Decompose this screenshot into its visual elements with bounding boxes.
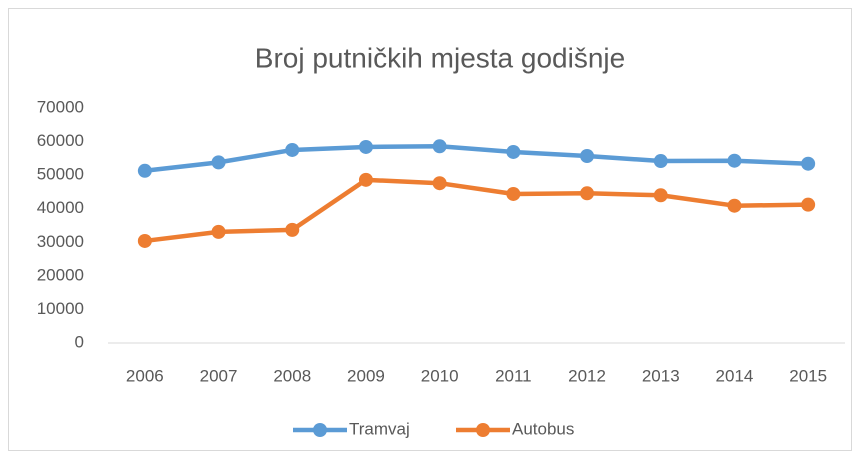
data-point bbox=[285, 222, 300, 237]
data-point bbox=[580, 149, 595, 164]
data-point bbox=[211, 155, 226, 170]
x-tick-label: 2015 bbox=[789, 366, 827, 385]
data-point bbox=[727, 198, 742, 213]
data-point bbox=[727, 153, 742, 168]
series-line bbox=[144, 177, 809, 244]
data-point bbox=[506, 186, 521, 201]
legend-marker bbox=[476, 423, 490, 437]
data-point bbox=[653, 188, 668, 203]
legend-label: Tramvaj bbox=[349, 419, 410, 438]
x-tick-label: 2011 bbox=[495, 366, 532, 385]
y-tick-label: 0 bbox=[75, 332, 84, 351]
x-tick-label: 2008 bbox=[273, 366, 311, 385]
legend-label: Autobus bbox=[512, 419, 574, 438]
data-point bbox=[137, 233, 152, 248]
data-point bbox=[432, 176, 447, 191]
data-point bbox=[506, 144, 521, 159]
x-tick-label: 2013 bbox=[642, 366, 680, 385]
chart-border bbox=[8, 8, 852, 451]
data-point bbox=[432, 139, 447, 154]
series-line bbox=[144, 144, 809, 174]
x-tick-label: 2014 bbox=[716, 366, 754, 385]
y-tick-label: 40000 bbox=[37, 198, 84, 217]
x-tick-label: 2010 bbox=[421, 366, 459, 385]
x-tick-label: 2009 bbox=[347, 366, 385, 385]
y-tick-label: 30000 bbox=[37, 232, 84, 251]
y-tick-label: 60000 bbox=[37, 131, 84, 150]
data-point bbox=[211, 224, 226, 239]
y-tick-label: 70000 bbox=[37, 97, 84, 116]
data-point bbox=[801, 156, 816, 171]
data-point bbox=[137, 163, 152, 178]
y-tick-label: 10000 bbox=[37, 299, 84, 318]
data-point bbox=[285, 142, 300, 157]
data-point bbox=[653, 154, 668, 169]
chart-title: Broj putničkih mjesta godišnje bbox=[255, 42, 625, 73]
y-tick-label: 50000 bbox=[37, 165, 84, 184]
y-tick-label: 20000 bbox=[37, 265, 84, 284]
data-point bbox=[358, 139, 373, 154]
x-tick-label: 2012 bbox=[568, 366, 606, 385]
data-point bbox=[801, 197, 816, 212]
legend-marker bbox=[313, 423, 327, 437]
x-tick-label: 2007 bbox=[200, 366, 238, 385]
data-point bbox=[580, 186, 595, 201]
data-point bbox=[358, 172, 373, 187]
x-tick-label: 2006 bbox=[126, 366, 164, 385]
